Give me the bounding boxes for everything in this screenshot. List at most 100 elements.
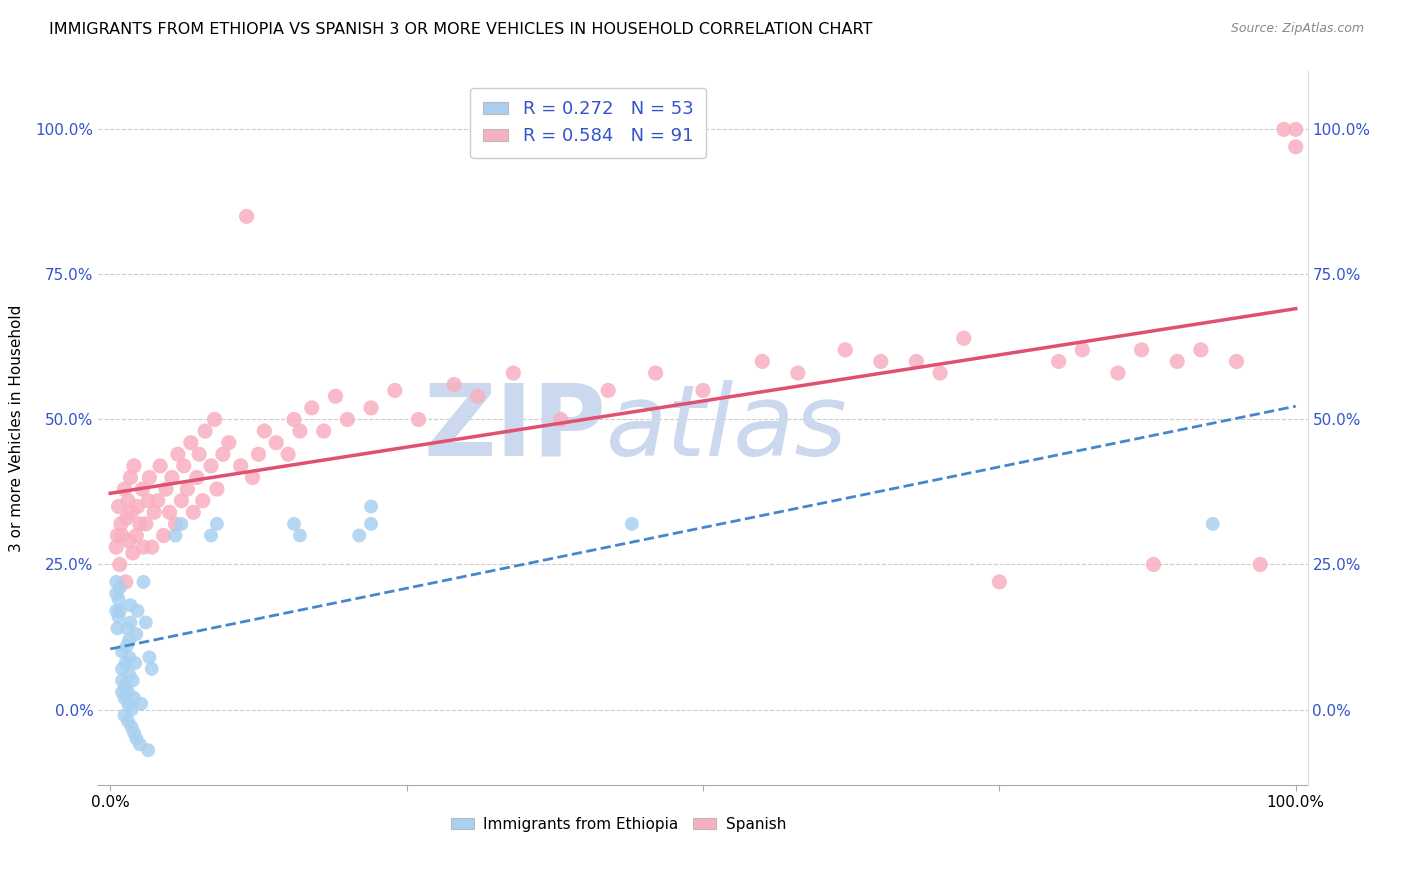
Point [360, 401, 382, 415]
Point [235, 210, 257, 224]
Point [952, 331, 974, 345]
Point [122, 690, 145, 705]
Point [111, 673, 134, 688]
Point [122, 458, 145, 473]
Point [264, 435, 287, 450]
Point [1071, 343, 1094, 357]
Point [105, 540, 128, 554]
Point [129, 516, 152, 531]
Point [1130, 343, 1153, 357]
Point [105, 604, 128, 618]
Point [136, 493, 159, 508]
Point [136, 743, 159, 757]
Point [117, 685, 139, 699]
Point [905, 354, 928, 368]
Point [204, 412, 226, 426]
Point [114, 690, 136, 705]
Point [155, 482, 177, 496]
Point [105, 621, 128, 635]
Point [111, 644, 134, 658]
Point [242, 470, 264, 484]
Point [1166, 354, 1188, 368]
Point [1272, 122, 1295, 136]
Point [143, 505, 166, 519]
Point [118, 534, 141, 549]
Point [105, 574, 128, 589]
Point [988, 574, 1011, 589]
Point [170, 516, 193, 531]
Text: IMMIGRANTS FROM ETHIOPIA VS SPANISH 3 OR MORE VEHICLES IN HOUSEHOLD CORRELATION : IMMIGRANTS FROM ETHIOPIA VS SPANISH 3 OR… [49, 22, 873, 37]
Point [1285, 122, 1308, 136]
Point [550, 412, 572, 426]
Point [127, 604, 149, 618]
Point [170, 493, 193, 508]
Point [159, 505, 181, 519]
Point [181, 505, 204, 519]
Point [200, 528, 222, 542]
Point [125, 528, 148, 542]
Point [141, 540, 163, 554]
Point [1249, 558, 1271, 572]
Point [149, 458, 172, 473]
Point [288, 424, 311, 438]
Point [107, 592, 129, 607]
Point [124, 656, 146, 670]
Point [121, 673, 143, 688]
Point [1189, 343, 1212, 357]
Point [188, 447, 211, 461]
Point [105, 528, 128, 542]
Point [312, 424, 335, 438]
Legend: Immigrants from Ethiopia, Spanish: Immigrants from Ethiopia, Spanish [444, 811, 792, 838]
Point [105, 586, 128, 600]
Point [176, 482, 198, 496]
Point [125, 731, 148, 746]
Point [121, 505, 143, 519]
Point [107, 609, 129, 624]
Point [644, 366, 666, 380]
Point [205, 482, 228, 496]
Point [135, 516, 157, 531]
Point [283, 516, 305, 531]
Point [384, 384, 406, 398]
Text: Source: ZipAtlas.com: Source: ZipAtlas.com [1230, 22, 1364, 36]
Point [114, 656, 136, 670]
Point [120, 598, 142, 612]
Point [138, 470, 160, 484]
Point [127, 500, 149, 514]
Point [117, 697, 139, 711]
Point [1047, 354, 1070, 368]
Point [122, 725, 145, 739]
Point [111, 662, 134, 676]
Point [165, 528, 187, 542]
Point [205, 516, 228, 531]
Point [1107, 366, 1129, 380]
Point [115, 511, 138, 525]
Point [288, 528, 311, 542]
Point [118, 667, 141, 681]
Point [114, 679, 136, 693]
Point [111, 685, 134, 699]
Point [869, 354, 891, 368]
Point [117, 714, 139, 728]
Point [160, 470, 183, 484]
Point [301, 401, 323, 415]
Point [132, 540, 155, 554]
Point [186, 470, 208, 484]
Point [408, 412, 430, 426]
Point [336, 412, 359, 426]
Point [929, 366, 952, 380]
Point [131, 482, 153, 496]
Point [325, 389, 347, 403]
Point [121, 546, 143, 560]
Point [253, 424, 276, 438]
Point [277, 447, 299, 461]
Point [146, 493, 169, 508]
Point [200, 458, 222, 473]
Point [114, 708, 136, 723]
Point [141, 662, 163, 676]
Point [1225, 354, 1247, 368]
Point [111, 528, 134, 542]
Point [108, 604, 131, 618]
Point [129, 737, 152, 751]
Point [786, 366, 808, 380]
